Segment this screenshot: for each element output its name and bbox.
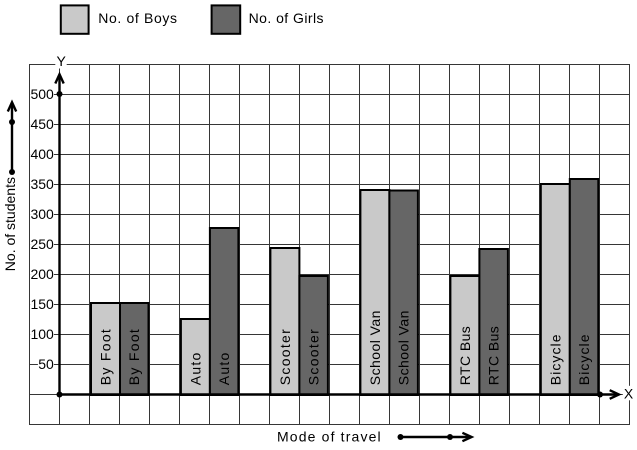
svg-text:Scooter: Scooter	[277, 328, 293, 385]
svg-text:RTC Bus: RTC Bus	[486, 326, 502, 385]
svg-text:X: X	[624, 385, 634, 401]
svg-text:Scooter: Scooter	[306, 328, 322, 385]
svg-text:Bicycle: Bicycle	[547, 333, 563, 385]
svg-text:No. of Girls: No. of Girls	[249, 10, 324, 26]
svg-text:450: 450	[30, 116, 54, 132]
svg-text:200: 200	[30, 266, 54, 282]
svg-text:350: 350	[30, 176, 54, 192]
svg-text:500: 500	[30, 86, 54, 102]
svg-text:100: 100	[30, 326, 54, 342]
svg-text:250: 250	[30, 236, 54, 252]
svg-text:400: 400	[30, 146, 54, 162]
svg-text:150: 150	[30, 296, 54, 312]
svg-text:Auto: Auto	[216, 351, 232, 385]
svg-text:No. of Boys: No. of Boys	[98, 10, 178, 26]
svg-text:By Foot: By Foot	[126, 328, 142, 385]
svg-text:School Van: School Van	[367, 310, 383, 385]
svg-text:School Van: School Van	[396, 310, 412, 385]
svg-text:50: 50	[38, 356, 54, 372]
svg-text:RTC Bus: RTC Bus	[457, 326, 473, 385]
svg-text:No. of students: No. of students	[2, 177, 18, 271]
svg-text:Mode of travel: Mode of travel	[277, 429, 382, 445]
svg-text:By Foot: By Foot	[98, 328, 114, 385]
svg-text:Y: Y	[57, 53, 67, 69]
svg-text:300: 300	[30, 206, 54, 222]
svg-text:Auto: Auto	[187, 351, 203, 385]
svg-text:Bicycle: Bicycle	[576, 333, 592, 385]
